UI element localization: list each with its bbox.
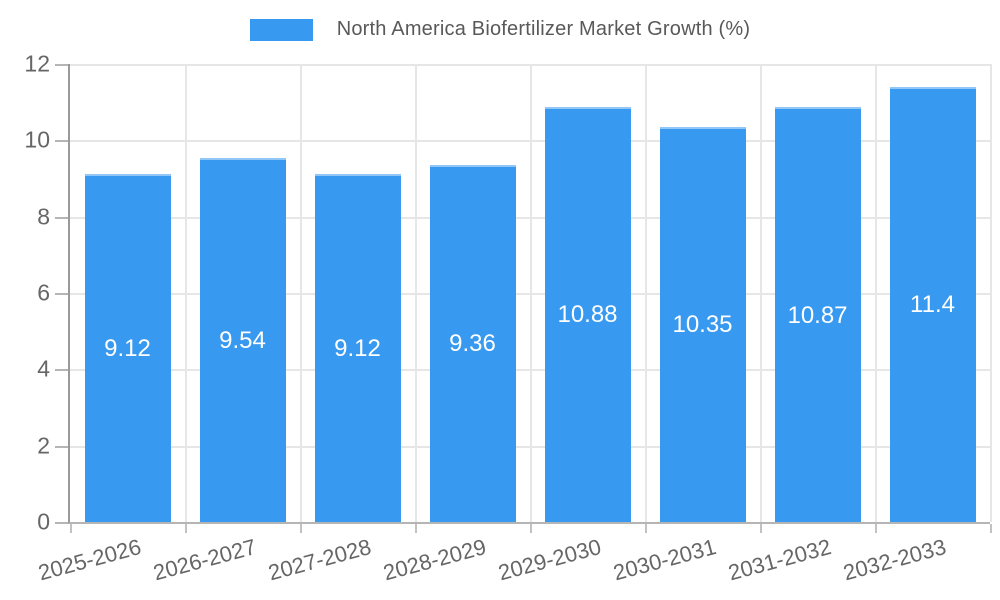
y-tick-label: 10 [24,126,50,153]
plot-area: 0 2 4 6 8 10 12 9.12 9.54 9.12 9.36 10.88 10.35 10.87… [24,51,992,585]
y-tick-mark [55,140,68,143]
bar[interactable]: 10.87 [774,107,861,522]
x-gridline [760,64,762,522]
y-tick-label: 8 [37,203,50,230]
x-tick-mark [990,524,992,533]
x-tick-label: 2029-2030 [495,534,604,586]
y-tick-label: 6 [37,279,50,306]
y-tick-mark [55,64,68,66]
x-tick-mark [875,524,877,533]
bar-value-label: 9.54 [219,326,266,354]
bar-value-label: 11.4 [910,291,955,319]
x-tick-mark [415,524,417,533]
x-tick-label: 2025-2026 [35,534,144,586]
x-tick-mark [760,524,762,533]
y-tick-label: 12 [24,50,50,77]
x-tick-label: 2031-2032 [725,534,834,586]
bar-value-label: 9.36 [449,330,496,358]
x-gridline [415,64,417,522]
y-tick-mark [55,369,68,372]
x-tick-label: 2027-2028 [265,534,374,586]
y-tick-mark [55,216,68,219]
x-gridline [645,64,647,522]
legend-label: North America Biofertilizer Market Growt… [336,18,751,40]
bar-value-label: 10.88 [557,301,618,329]
bar-value-label: 10.35 [672,311,733,339]
bar[interactable]: 9.36 [429,164,516,522]
bar[interactable]: 9.12 [84,173,171,522]
x-gridline [875,64,877,522]
x-tick-label: 2032-2033 [840,534,949,586]
x-tick-mark [645,524,647,533]
x-tick-mark [185,524,187,533]
bar[interactable]: 9.54 [199,157,286,522]
x-tick-mark [70,524,72,533]
bar-value-label: 9.12 [104,334,151,362]
bar[interactable]: 9.12 [314,173,401,522]
y-tick-label: 0 [37,508,50,535]
bar-value-label: 9.12 [334,334,381,362]
y-tick-label: 4 [37,355,50,382]
x-gridline [530,64,532,522]
legend-item[interactable]: North America Biofertilizer Market Growt… [0,18,1000,41]
y-tick-label: 2 [37,432,50,459]
legend-swatch-icon [249,18,313,41]
x-tick-label: 2030-2031 [610,534,719,586]
x-gridline [300,64,302,522]
bar[interactable]: 10.35 [659,126,746,522]
bar[interactable]: 11.4 [889,86,976,522]
x-tick-label: 2026-2027 [150,534,259,586]
y-tick-mark [55,445,68,448]
x-tick-mark [300,524,302,533]
bar[interactable]: 10.88 [544,106,631,522]
x-gridline [185,64,187,522]
y-tick-mark [55,522,68,524]
bar-value-label: 10.87 [787,301,848,329]
y-tick-mark [55,293,68,295]
x-tick-label: 2028-2029 [380,534,489,586]
x-tick-mark [530,524,532,533]
x-gridline [990,64,992,522]
